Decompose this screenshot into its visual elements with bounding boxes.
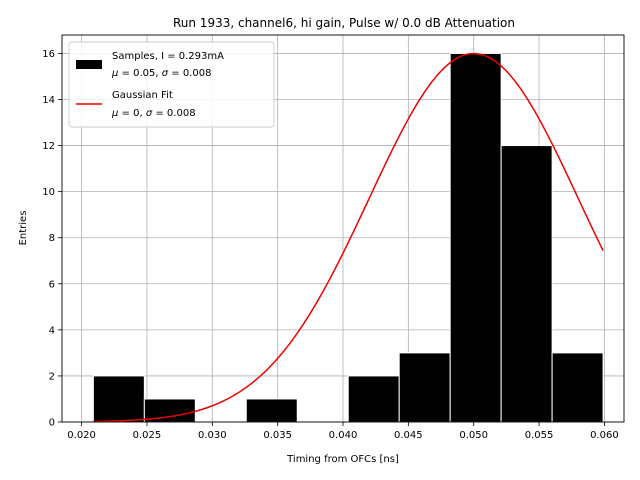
legend-samples-sigma: σ (162, 68, 169, 79)
x-tick-label: 0.055 (525, 430, 554, 441)
x-tick-label: 0.025 (133, 430, 162, 441)
x-tick-label: 0.050 (459, 430, 488, 441)
legend-samples-mu-value: = 0.05, (118, 68, 161, 79)
legend-fit-mu: μ (111, 108, 118, 119)
y-axis-label: Entries (18, 211, 29, 246)
legend-samples-swatch (76, 60, 102, 69)
legend-fit-stats: μ = 0, σ = 0.008 (111, 108, 196, 119)
histogram-bar (92, 375, 145, 423)
y-tick-label: 16 (42, 49, 55, 60)
histogram-bars (92, 52, 604, 423)
legend: Samples, I = 0.293mA μ = 0.05, σ = 0.008… (68, 41, 275, 128)
y-tick-label: 0 (49, 418, 55, 429)
histogram-bar (245, 398, 298, 423)
y-tick-label: 12 (42, 141, 55, 152)
histogram-bar (551, 352, 604, 423)
y-tick-label: 8 (49, 233, 55, 244)
y-tick-label: 14 (42, 95, 55, 106)
legend-fit-label: Gaussian Fit (112, 90, 173, 101)
histogram-bar (500, 145, 553, 423)
y-tick-label: 2 (49, 371, 55, 382)
y-axis-ticks: 0 2 4 6 8 10 12 14 16 (42, 49, 62, 429)
x-axis-ticks: 0.020 0.025 0.030 0.035 0.040 0.045 0.050 0.055… (67, 422, 619, 441)
legend-fit-sigma-value: = 0.008 (152, 108, 195, 119)
gaussian-fit-curve (93, 52, 604, 423)
legend-fit-sigma: σ (146, 108, 153, 119)
x-axis-label: Timing from OFCs [ns] (286, 454, 399, 465)
x-tick-label: 0.035 (263, 430, 292, 441)
legend-samples-label: Samples, I = 0.293mA (112, 51, 224, 62)
x-tick-label: 0.060 (590, 430, 619, 441)
gaussian-fit-line (93, 52, 604, 423)
histogram-bar (398, 352, 451, 423)
chart-title: Run 1933, channel6, hi gain, Pulse w/ 0.… (173, 16, 515, 30)
legend-fit-mu-value: = 0, (118, 108, 145, 119)
x-tick-label: 0.020 (67, 430, 96, 441)
legend-box (68, 41, 275, 128)
x-tick-label: 0.040 (329, 430, 358, 441)
y-tick-label: 4 (49, 325, 55, 336)
histogram-bar (347, 375, 400, 423)
legend-samples-sigma-value: = 0.008 (168, 68, 211, 79)
y-tick-label: 6 (49, 279, 55, 290)
y-tick-label: 10 (42, 187, 55, 198)
x-tick-label: 0.030 (198, 430, 227, 441)
histogram-bar (449, 52, 502, 423)
legend-samples-mu: μ (111, 68, 118, 79)
legend-samples-stats: μ = 0.05, σ = 0.008 (111, 68, 211, 79)
x-tick-label: 0.045 (394, 430, 423, 441)
